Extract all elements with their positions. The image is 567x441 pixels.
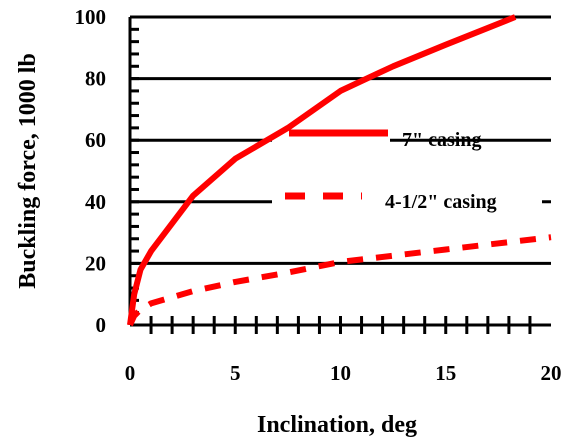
- y-tick-labels: 0 20 40 60 80 100: [75, 5, 107, 337]
- y-tick-label-40: 40: [85, 190, 106, 214]
- y-tick-label-20: 20: [85, 251, 106, 275]
- legend-label-4-5in-casing: 4-1/2" casing: [385, 191, 497, 213]
- y-tick-label-80: 80: [85, 67, 106, 91]
- legend-bg-2: [272, 184, 542, 218]
- y-axis-title: Buckling force, 1000 lb: [15, 53, 41, 289]
- x-tick-label-15: 15: [435, 361, 456, 385]
- y-tick-label-100: 100: [75, 5, 107, 29]
- x-tick-label-5: 5: [230, 361, 241, 385]
- x-tick-label-0: 0: [125, 361, 136, 385]
- x-tick-label-20: 20: [541, 361, 562, 385]
- y-tick-label-0: 0: [96, 313, 107, 337]
- series-group: [127, 14, 552, 327]
- legend-entries: 7" casing 4-1/2" casing: [285, 129, 497, 213]
- y-tick-label-60: 60: [85, 128, 106, 152]
- minor-ticks: [130, 27, 532, 334]
- series-line-1: [127, 234, 552, 327]
- x-tick-labels: 0 5 10 15 20: [125, 361, 562, 385]
- x-tick-label-10: 10: [330, 361, 351, 385]
- legend: [272, 122, 542, 218]
- series-line-0: [127, 14, 517, 326]
- x-axis-title: Inclination, deg: [257, 412, 417, 438]
- legend-label-7in-casing: 7" casing: [402, 129, 481, 151]
